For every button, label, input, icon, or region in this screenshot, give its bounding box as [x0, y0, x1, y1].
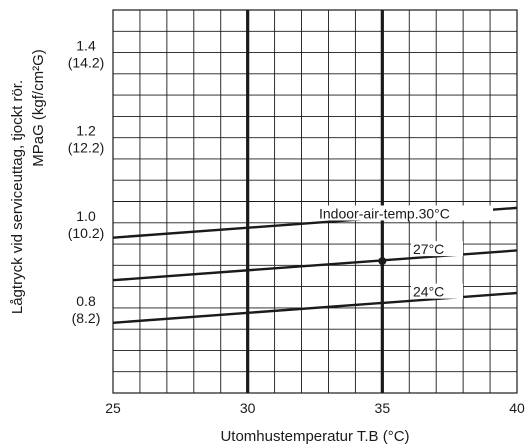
- x-tick-label-35: 35: [375, 400, 391, 416]
- y-tick-label-1.2: 1.2: [76, 123, 96, 139]
- series-label-bg-1: [411, 241, 463, 257]
- series-label-2: 24°C: [413, 284, 444, 300]
- y-tick-labels: 1.4(14.2) 1.2(12.2) 1.0(10.2) 0.8(8.2): [68, 38, 105, 326]
- x-tick-label-30: 30: [240, 400, 256, 416]
- series-label-1: 27°C: [413, 241, 444, 257]
- series-label-bg-2: [411, 283, 463, 299]
- y-axis-title-line-1: Lågtryck vid serviceuttag, tjockt rör.: [9, 80, 26, 314]
- y-tick-sublabel-1.0: (10.2): [68, 225, 105, 241]
- series-layer: Indoor-air-temp.30°C 27°C 24°C: [112, 205, 518, 324]
- y-tick-sublabel-0.8: (8.2): [72, 310, 101, 326]
- series-label-bg-0: [317, 205, 493, 221]
- grid-major: [246, 10, 384, 393]
- grid-minor: [113, 10, 517, 393]
- x-tick-labels: 25 30 35 40: [105, 400, 525, 416]
- marker-layer: [378, 257, 387, 266]
- x-tick-label-25: 25: [105, 400, 121, 416]
- y-tick-label-1.4: 1.4: [76, 38, 96, 54]
- x-axis-title: Utomhustemperatur T.B (°C): [220, 428, 409, 445]
- marker-point: [378, 257, 387, 266]
- x-tick-label-40: 40: [509, 400, 525, 416]
- y-tick-label-0.8: 0.8: [76, 293, 96, 309]
- y-tick-sublabel-1.4: (14.2): [68, 55, 105, 71]
- y-axis-title-line-2: MPaG (kgf/cm²G): [30, 49, 47, 167]
- y-tick-sublabel-1.2: (12.2): [68, 140, 105, 156]
- y-tick-label-1.0: 1.0: [76, 208, 96, 224]
- plot-frame: [112, 9, 518, 394]
- series-label-0: Indoor-air-temp.30°C: [319, 205, 450, 221]
